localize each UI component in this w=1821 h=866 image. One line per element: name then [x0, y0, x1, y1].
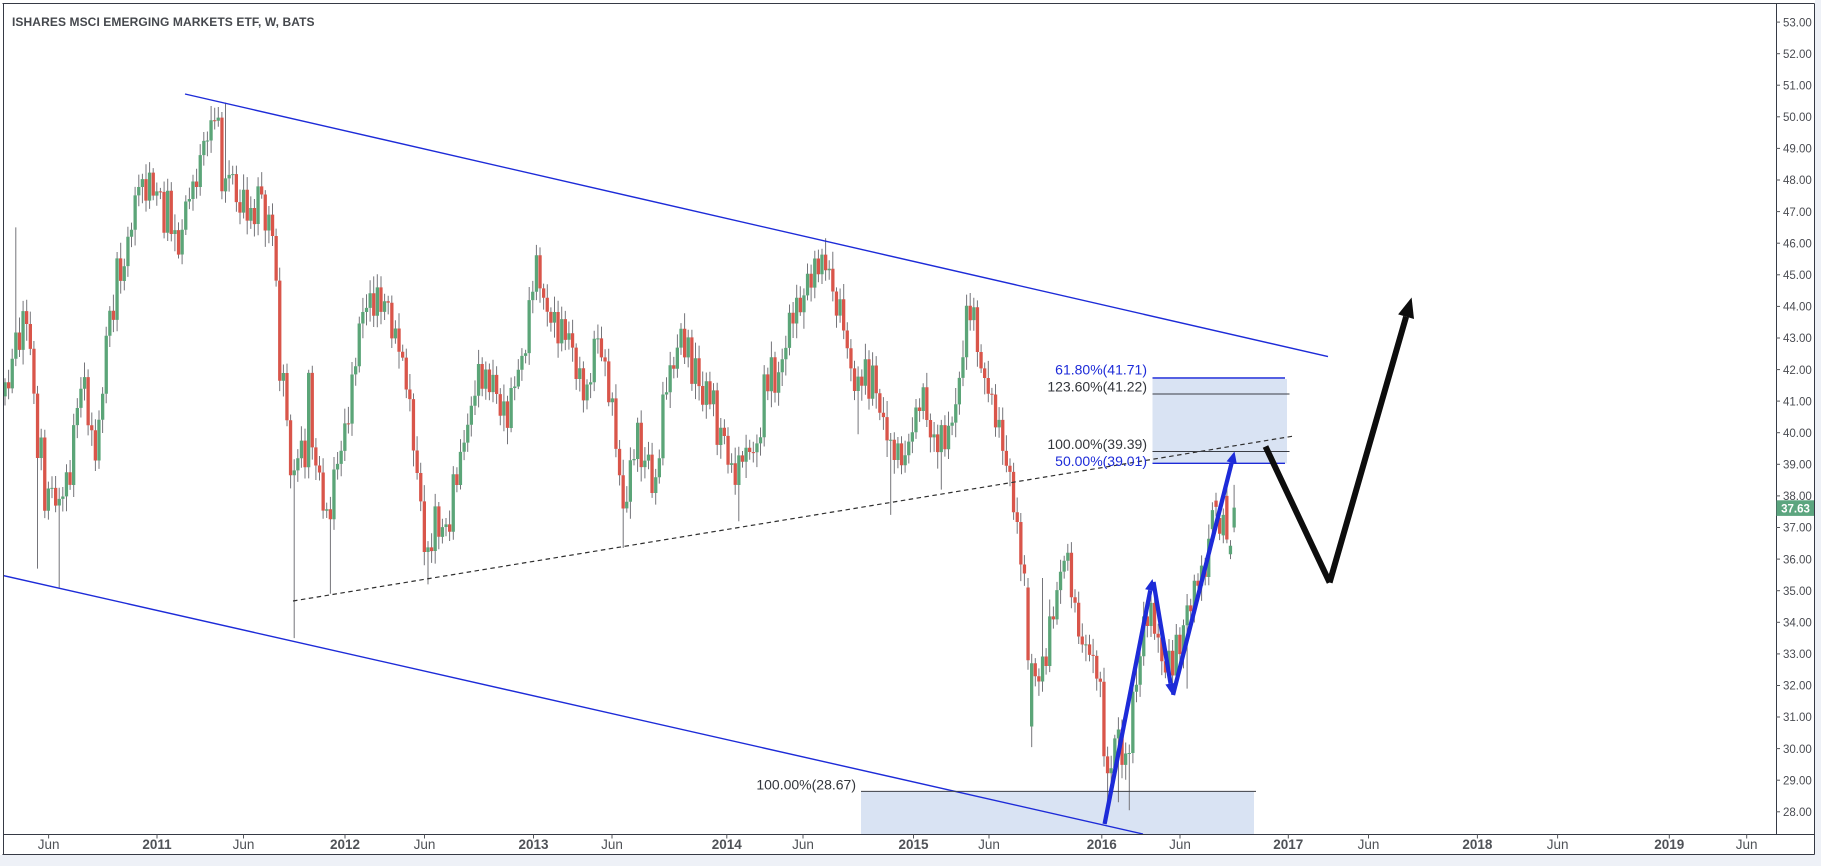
svg-text:Jun: Jun: [601, 837, 623, 852]
svg-text:2015: 2015: [898, 837, 929, 852]
svg-text:29.00: 29.00: [1783, 775, 1812, 787]
svg-text:35.00: 35.00: [1783, 586, 1812, 598]
svg-text:50.00: 50.00: [1783, 112, 1812, 124]
svg-text:53.00: 53.00: [1783, 17, 1812, 29]
svg-text:46.00: 46.00: [1783, 238, 1812, 250]
svg-text:2018: 2018: [1462, 837, 1493, 852]
svg-text:36.00: 36.00: [1783, 554, 1812, 566]
svg-text:48.00: 48.00: [1783, 175, 1812, 187]
svg-text:31.00: 31.00: [1783, 712, 1812, 724]
svg-text:40.00: 40.00: [1783, 428, 1812, 440]
svg-text:Jun: Jun: [414, 837, 436, 852]
svg-text:Jun: Jun: [978, 837, 1000, 852]
svg-text:50.00%(39.01): 50.00%(39.01): [1055, 453, 1147, 469]
svg-text:37.63: 37.63: [1781, 503, 1810, 515]
svg-text:Jun: Jun: [792, 837, 814, 852]
svg-text:2014: 2014: [712, 837, 743, 852]
svg-text:41.00: 41.00: [1783, 396, 1812, 408]
svg-text:2012: 2012: [330, 837, 360, 852]
svg-text:Jun: Jun: [1736, 837, 1758, 852]
svg-text:37.00: 37.00: [1783, 523, 1812, 535]
svg-text:Jun: Jun: [38, 837, 60, 852]
svg-text:33.00: 33.00: [1783, 649, 1812, 661]
svg-text:34.00: 34.00: [1783, 618, 1812, 630]
svg-text:39.00: 39.00: [1783, 460, 1812, 472]
svg-text:ISHARES MSCI EMERGING MARKETS: ISHARES MSCI EMERGING MARKETS ETF, W, BA…: [12, 15, 315, 29]
svg-text:2016: 2016: [1087, 837, 1118, 852]
svg-text:Jun: Jun: [1169, 837, 1191, 852]
svg-text:47.00: 47.00: [1783, 207, 1812, 219]
svg-text:Jun: Jun: [1547, 837, 1569, 852]
svg-text:28.00: 28.00: [1783, 807, 1812, 819]
svg-text:Jun: Jun: [233, 837, 255, 852]
svg-text:2017: 2017: [1273, 837, 1303, 852]
svg-text:100.00%(39.39): 100.00%(39.39): [1047, 436, 1147, 452]
svg-text:123.60%(41.22): 123.60%(41.22): [1047, 379, 1147, 395]
svg-text:30.00: 30.00: [1783, 744, 1812, 756]
svg-text:2019: 2019: [1654, 837, 1684, 852]
svg-text:32.00: 32.00: [1783, 681, 1812, 693]
svg-text:51.00: 51.00: [1783, 80, 1812, 92]
svg-text:52.00: 52.00: [1783, 49, 1812, 61]
svg-text:42.00: 42.00: [1783, 365, 1812, 377]
svg-text:43.00: 43.00: [1783, 333, 1812, 345]
svg-text:2011: 2011: [142, 837, 172, 852]
svg-text:61.80%(41.71): 61.80%(41.71): [1055, 362, 1147, 378]
svg-text:45.00: 45.00: [1783, 270, 1812, 282]
svg-text:49.00: 49.00: [1783, 144, 1812, 156]
svg-text:44.00: 44.00: [1783, 302, 1812, 314]
svg-text:Jun: Jun: [1358, 837, 1380, 852]
svg-text:2013: 2013: [518, 837, 549, 852]
svg-text:38.00: 38.00: [1783, 491, 1812, 503]
svg-text:100.00%(28.67): 100.00%(28.67): [756, 777, 856, 793]
